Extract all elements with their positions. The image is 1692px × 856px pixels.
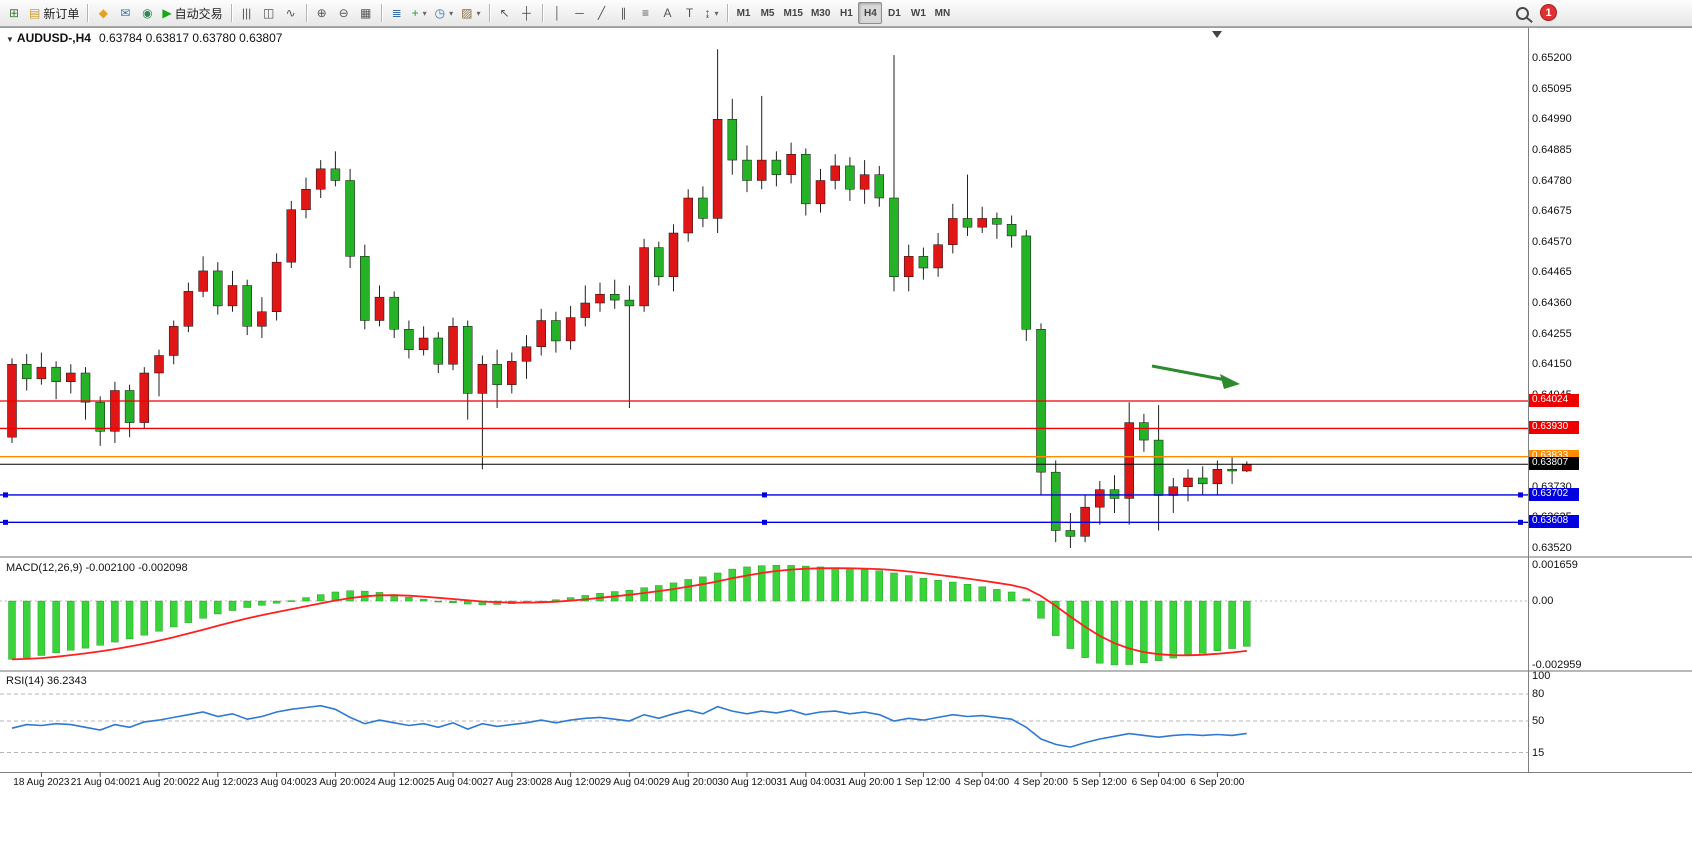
timeframe-mn-button[interactable]: MN — [930, 2, 954, 24]
search-icon[interactable] — [1516, 7, 1529, 20]
channel-button[interactable]: ∥ — [613, 2, 635, 24]
zoom-out-button[interactable]: ⊖ — [333, 2, 355, 24]
chart-shift-marker — [1212, 31, 1222, 38]
chevron-down-icon: ▾ — [449, 8, 454, 18]
line-handle — [762, 519, 767, 525]
trendline-button[interactable]: ╱ — [591, 2, 613, 24]
templates-icon: ▨ — [461, 6, 473, 20]
horizontal-line-button[interactable]: ─ — [569, 2, 591, 24]
tile-windows-icon: ▦ — [359, 6, 372, 20]
fibonacci-icon: ≡ — [641, 6, 649, 20]
toolbar-separator — [305, 4, 307, 22]
line-chart-icon: ∿ — [285, 6, 296, 20]
zoom-in-icon: ⊕ — [316, 6, 327, 20]
pane-separator — [0, 556, 1692, 558]
text-button[interactable]: A — [657, 2, 679, 24]
timeframe-h1-button[interactable]: H1 — [834, 2, 858, 24]
templates-button[interactable]: ▨ ▾ — [457, 2, 484, 24]
toolbar: 1 ⊞ ▤ 新订单 ◆ ✉ ◉ ▶ 自动交易 ||| ◫ ∿ ⊕ ⊖ ▦ ≣ + ▾ ◷ ▾ ▨ ▾ ↖ ┼ │ ─ ╱ ∥ ≡ A T ↨… — [0, 0, 1692, 27]
mql5-community-icon: ◆ — [98, 6, 108, 20]
timeframe-d1-button[interactable]: D1 — [882, 2, 906, 24]
toolbar-separator — [541, 4, 543, 22]
auto-trading-button[interactable]: ▶ 自动交易 — [158, 2, 226, 24]
annotation-arrow — [1151, 364, 1227, 382]
timeframe-m5-button[interactable]: M5 — [756, 2, 780, 24]
annotation-arrow-head — [1220, 374, 1240, 389]
rsi-line — [11, 704, 1247, 748]
periods-button[interactable]: ◷ ▾ — [431, 2, 458, 24]
text-label-button[interactable]: T — [679, 2, 701, 24]
macd-signal-line — [11, 567, 1247, 661]
line-chart-button[interactable]: ∿ — [280, 2, 302, 24]
macd-histogram — [8, 564, 1251, 666]
auto-trading-button-label: 自动交易 — [174, 6, 223, 21]
candlestick-chart-icon: ◫ — [262, 6, 275, 20]
fibonacci-button[interactable]: ≡ — [635, 2, 657, 24]
channel-icon: ∥ — [620, 6, 627, 20]
line-handle — [762, 492, 767, 498]
vertical-line-button[interactable]: │ — [547, 2, 569, 24]
toolbar-separator — [87, 4, 89, 22]
timeframe-m1-button[interactable]: M1 — [732, 2, 756, 24]
new-chart-icon: ⊞ — [8, 6, 20, 20]
timeframe-m30-button[interactable]: M30 — [807, 2, 834, 24]
new-order-button-label: 新订单 — [43, 6, 80, 21]
mql5-community-button[interactable]: ◆ — [92, 2, 114, 24]
periods-icon: ◷ — [434, 6, 446, 20]
bar-chart-icon: ||| — [241, 6, 252, 20]
chevron-down-icon: ▾ — [714, 8, 719, 18]
notifications-badge[interactable]: 1 — [1540, 4, 1557, 21]
timeframe-w1-button[interactable]: W1 — [906, 2, 930, 24]
vertical-line-icon: │ — [553, 6, 562, 20]
candles-layer — [7, 49, 1252, 549]
toolbar-separator — [488, 4, 490, 22]
chat-icon: ✉ — [120, 6, 131, 20]
bar-chart-button[interactable]: ||| — [236, 2, 258, 24]
zoom-out-icon: ⊖ — [338, 6, 349, 20]
timeframe-m15-button[interactable]: M15 — [780, 2, 807, 24]
line-handle — [3, 492, 8, 498]
line-handle — [3, 519, 8, 525]
add-indicator-button[interactable]: + ▾ — [408, 2, 431, 24]
chevron-down-icon: ▾ — [422, 8, 427, 18]
cursor-button[interactable]: ↖ — [494, 2, 516, 24]
line-handle — [1518, 519, 1523, 525]
crosshair-button[interactable]: ┼ — [516, 2, 538, 24]
candlestick-chart-button[interactable]: ◫ — [258, 2, 280, 24]
new-order-icon: ▤ — [29, 6, 41, 20]
toolbar-separator — [230, 4, 232, 22]
support-button[interactable]: ◉ — [136, 2, 158, 24]
line-handle — [1518, 492, 1523, 498]
text-label-icon: T — [685, 6, 694, 20]
toolbar-separator — [726, 4, 728, 22]
auto-trading-icon: ▶ — [162, 6, 172, 20]
arrows-icon: ↨ — [704, 6, 711, 20]
chevron-down-icon: ▾ — [476, 8, 481, 18]
crosshair-icon: ┼ — [522, 6, 531, 20]
cursor-icon: ↖ — [499, 6, 510, 20]
pane-separator — [0, 670, 1692, 672]
horizontal-line-icon: ─ — [575, 6, 584, 20]
timeframe-h4-button[interactable]: H4 — [858, 2, 883, 24]
add-indicator-icon: + — [411, 6, 419, 20]
chat-button[interactable]: ✉ — [114, 2, 136, 24]
trendline-icon: ╱ — [597, 6, 606, 20]
tile-windows-button[interactable]: ▦ — [355, 2, 377, 24]
indicators-list-button[interactable]: ≣ — [386, 2, 408, 24]
new-order-button[interactable]: ▤ 新订单 — [25, 2, 83, 24]
indicators-list-icon: ≣ — [391, 6, 402, 20]
new-chart-button[interactable]: ⊞ — [3, 2, 25, 24]
zoom-in-button[interactable]: ⊕ — [311, 2, 333, 24]
support-icon: ◉ — [142, 6, 153, 20]
text-icon: A — [663, 6, 672, 20]
toolbar-separator — [380, 4, 382, 22]
arrows-button[interactable]: ↨ ▾ — [701, 2, 723, 24]
